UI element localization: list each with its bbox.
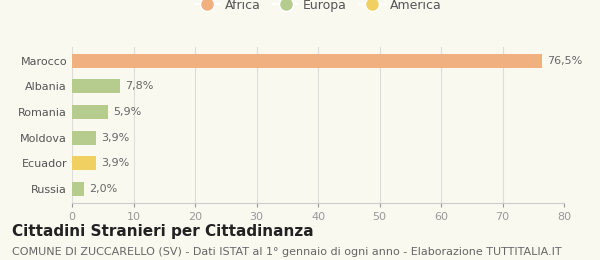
Bar bbox=[72, 182, 84, 196]
Bar bbox=[72, 54, 542, 68]
Text: 3,9%: 3,9% bbox=[101, 133, 129, 142]
Text: 76,5%: 76,5% bbox=[547, 56, 583, 66]
Bar bbox=[72, 80, 120, 94]
Bar bbox=[72, 105, 108, 119]
Text: 7,8%: 7,8% bbox=[125, 81, 153, 92]
Text: 2,0%: 2,0% bbox=[89, 184, 118, 194]
Legend: Africa, Europa, America: Africa, Europa, America bbox=[190, 0, 446, 17]
Text: COMUNE DI ZUCCARELLO (SV) - Dati ISTAT al 1° gennaio di ogni anno - Elaborazione: COMUNE DI ZUCCARELLO (SV) - Dati ISTAT a… bbox=[12, 247, 562, 257]
Bar bbox=[72, 131, 96, 145]
Text: 3,9%: 3,9% bbox=[101, 158, 129, 168]
Bar bbox=[72, 156, 96, 170]
Text: 5,9%: 5,9% bbox=[113, 107, 142, 117]
Text: Cittadini Stranieri per Cittadinanza: Cittadini Stranieri per Cittadinanza bbox=[12, 224, 314, 239]
